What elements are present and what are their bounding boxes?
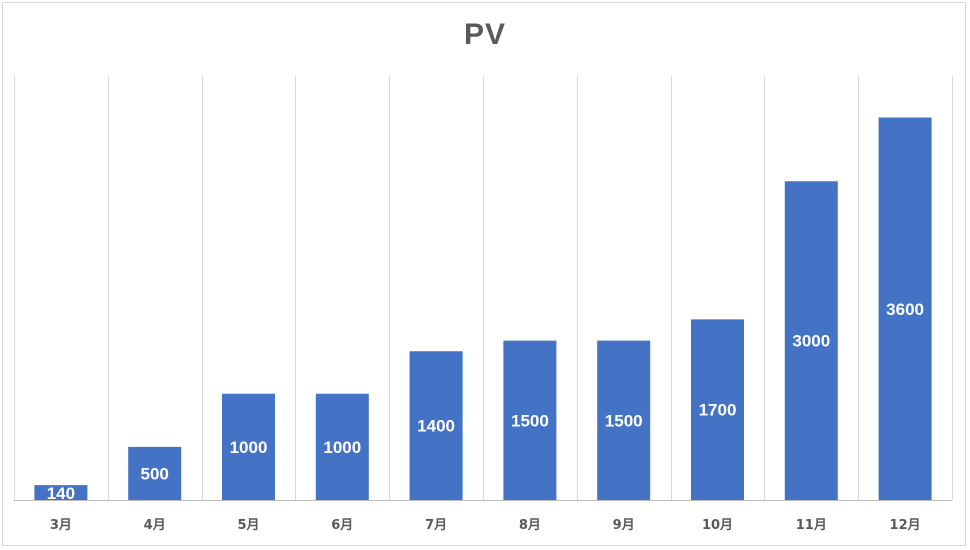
data-label: 1500: [605, 411, 643, 430]
data-label: 3600: [886, 300, 924, 319]
data-label: 1000: [323, 438, 361, 457]
data-label: 500: [141, 464, 169, 483]
bar: [503, 340, 557, 500]
data-label: 1700: [699, 401, 737, 420]
bar: [878, 117, 932, 500]
x-tick-label: 7月: [425, 518, 447, 533]
x-tick-label: 11月: [796, 518, 827, 533]
chart-title: PV: [463, 18, 507, 51]
x-tick-label: 3月: [50, 518, 72, 533]
bar: [691, 319, 744, 500]
data-label-layer: 140 500 1000 1000 1400 1500 1500 1700 3000 3600: [47, 300, 924, 503]
bar: [315, 393, 369, 500]
grid-layer: [14, 76, 953, 501]
x-tick-label: 10月: [702, 518, 733, 533]
bar: [128, 446, 182, 500]
bar: [784, 181, 838, 500]
x-tick-label: 4月: [144, 518, 166, 533]
bar: [409, 351, 463, 500]
x-tick-label: 8月: [519, 518, 541, 533]
x-tick-label: 9月: [613, 518, 635, 533]
bar: [597, 340, 651, 500]
bar-layer: [34, 117, 932, 500]
x-tick-label: 5月: [237, 518, 259, 533]
data-label: 1500: [511, 411, 549, 430]
data-label: 1000: [230, 438, 268, 457]
bar: [34, 485, 88, 500]
x-tick-label: 6月: [331, 518, 353, 533]
data-label: 1400: [417, 417, 455, 436]
x-tick-label: 12月: [890, 518, 921, 533]
data-label: 140: [47, 484, 75, 503]
data-label: 3000: [792, 332, 830, 351]
x-axis-tick-layer: 3月 4月 5月 6月 7月 8月 9月 10月 11月 12月: [50, 518, 921, 533]
bar: [222, 393, 275, 500]
